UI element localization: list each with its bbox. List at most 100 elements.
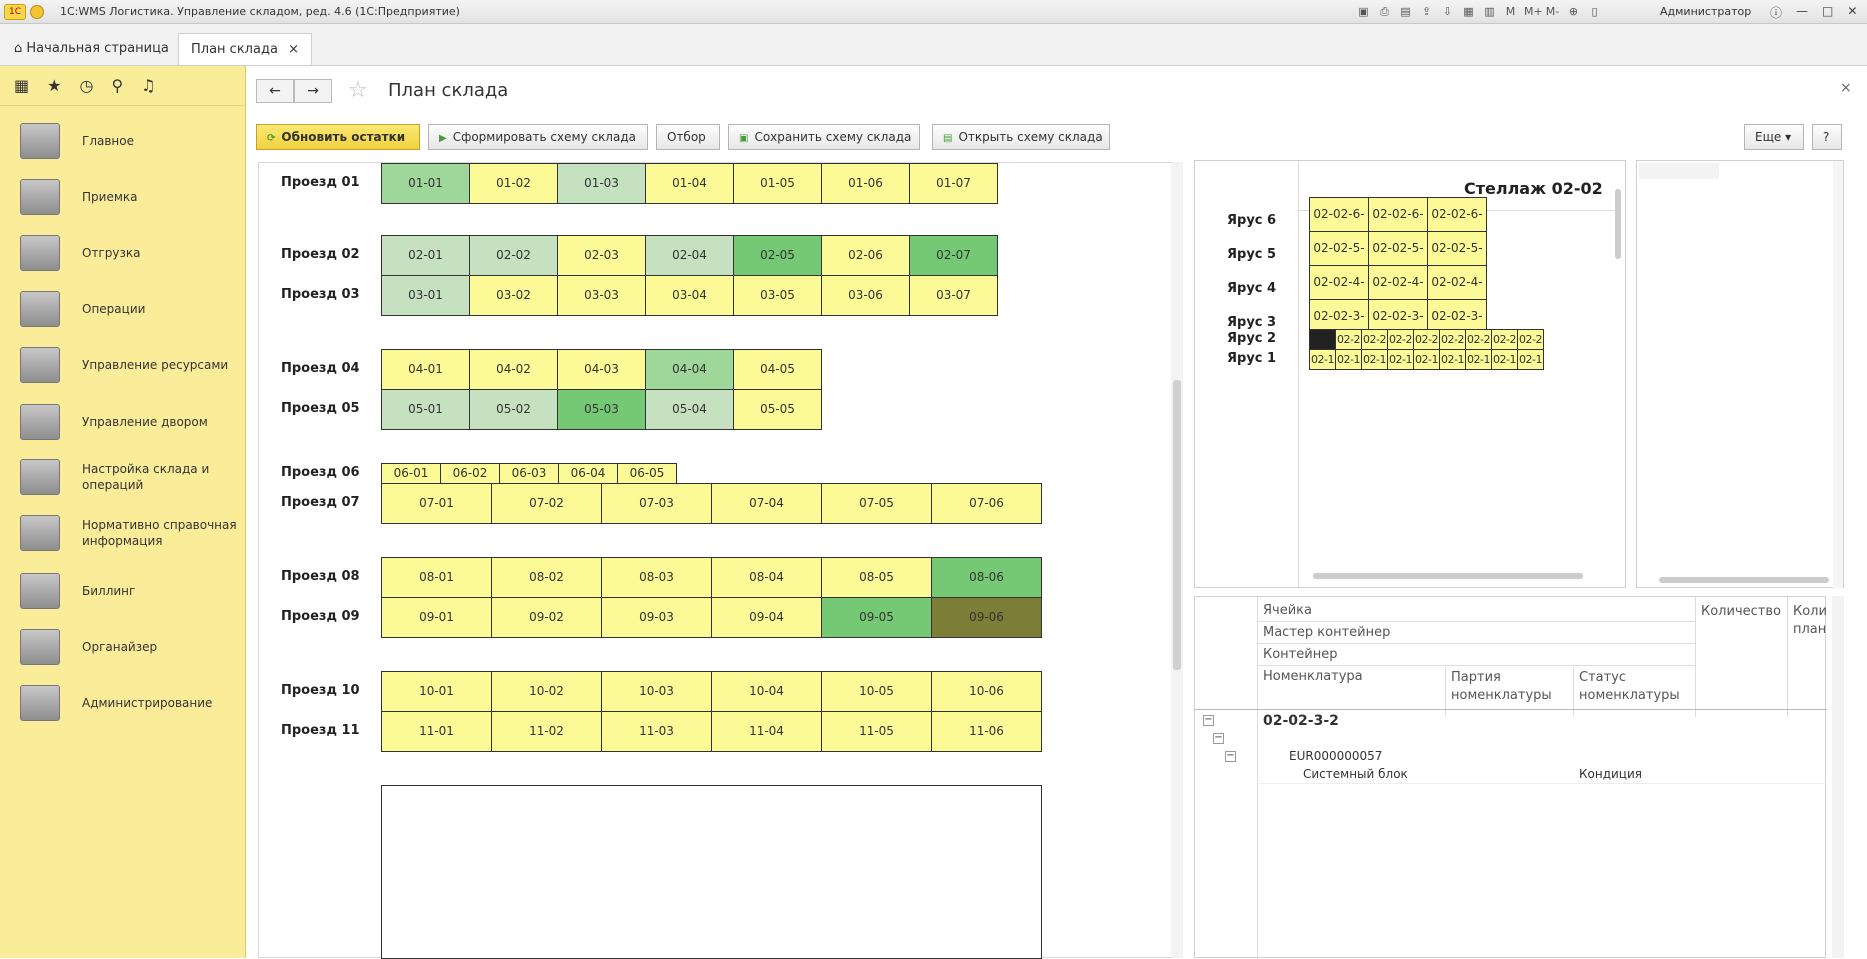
rack-slot[interactable]: 02-2 [1439, 329, 1466, 350]
warehouse-rack-cell[interactable]: 03-04 [645, 275, 734, 316]
help-button[interactable]: ? [1812, 124, 1842, 150]
col-container[interactable]: Контейнер [1263, 647, 1338, 662]
warehouse-rack-cell[interactable]: 02-04 [645, 235, 734, 276]
more-button[interactable]: Еще ▾ [1744, 124, 1804, 150]
warehouse-rack-cell[interactable]: 07-04 [711, 483, 822, 524]
warehouse-rack-cell[interactable]: 02-06 [821, 235, 910, 276]
warehouse-rack-cell[interactable]: 10-05 [821, 671, 932, 712]
sidebar-item-5[interactable]: Управление двором [0, 390, 246, 454]
rack-slot[interactable]: 02-02-6-2 [1368, 197, 1428, 254]
m-plus-icon[interactable]: M+ [1524, 5, 1543, 18]
tab-home[interactable]: ⌂ Начальная страница [2, 33, 181, 65]
preview-icon[interactable]: ▤ [1400, 5, 1411, 18]
download-icon[interactable]: ⇩ [1442, 5, 1453, 18]
m-icon[interactable]: M [1505, 5, 1516, 18]
m-minus-icon[interactable]: M- [1545, 5, 1560, 18]
col-status[interactable]: Статус номенклатуры [1579, 670, 1680, 703]
rack-slot[interactable]: 02-1 [1465, 349, 1492, 370]
warehouse-rack-cell[interactable]: 05-05 [733, 389, 822, 430]
col-quantity[interactable]: Количество [1701, 604, 1781, 619]
maximize-icon[interactable]: □ [1822, 4, 1834, 18]
warehouse-rack-cell[interactable]: 07-06 [931, 483, 1042, 524]
warehouse-rack-cell[interactable]: 02-05 [733, 235, 822, 276]
rack-horizontal-scrollbar[interactable] [1313, 571, 1599, 581]
warehouse-rack-cell[interactable]: 09-06 [931, 597, 1042, 638]
warehouse-rack-cell[interactable]: 09-04 [711, 597, 822, 638]
tab-close-icon[interactable]: × [288, 42, 299, 57]
warehouse-rack-cell[interactable]: 09-02 [491, 597, 602, 638]
warehouse-rack-cell[interactable]: 06-03 [499, 463, 559, 484]
tab-warehouse-plan[interactable]: План склада × [178, 33, 312, 65]
sidebar-item-10[interactable]: Администрирование [0, 671, 246, 735]
warehouse-rack-cell[interactable]: 11-04 [711, 711, 822, 752]
rack-slot[interactable]: 02-1 [1413, 349, 1440, 370]
rack-slot[interactable]: 02-1 [1361, 349, 1388, 370]
notifications-icon[interactable]: ♫ [141, 76, 156, 95]
warehouse-rack-cell[interactable]: 08-05 [821, 557, 932, 598]
build-scheme-button[interactable]: ▶ Сформировать схему склада [428, 124, 648, 150]
warehouse-rack-cell[interactable]: 03-07 [909, 275, 998, 316]
rack-vscroll-thumb[interactable] [1615, 189, 1621, 259]
rack-slot[interactable]: 02-2 [1335, 329, 1362, 350]
rack-slot[interactable]: 02-2 [1491, 329, 1518, 350]
rack-slot[interactable]: 02-1 [1439, 349, 1466, 370]
warehouse-rack-cell[interactable]: 05-02 [469, 389, 558, 430]
warehouse-rack-cell[interactable]: 01-05 [733, 163, 822, 204]
rack-slot[interactable]: 02-1 [1491, 349, 1518, 370]
close-window-icon[interactable]: ✕ [1847, 4, 1858, 18]
warehouse-rack-cell[interactable]: 09-05 [821, 597, 932, 638]
sidebar-item-8[interactable]: Биллинг [0, 559, 246, 623]
refresh-stock-button[interactable]: ⟳ Обновить остатки [256, 124, 420, 150]
calendar-icon[interactable]: ▦ [1463, 5, 1474, 18]
warehouse-rack-cell[interactable]: 06-04 [558, 463, 618, 484]
zoom-icon[interactable]: ⊕ [1568, 5, 1579, 18]
warehouse-rack-cell[interactable]: 02-01 [381, 235, 470, 276]
back-button[interactable]: ← [256, 79, 294, 103]
sidebar-item-0[interactable]: Главное [0, 109, 246, 173]
warehouse-rack-cell[interactable]: 03-05 [733, 275, 822, 316]
rack-slot[interactable]: 02-02-4-1 [1309, 265, 1369, 322]
rack-slot[interactable]: 02-1 [1387, 349, 1414, 370]
rack-slot[interactable]: 02-02-3-3 [1427, 299, 1487, 356]
row-container-value[interactable]: EUR000000057 [1289, 749, 1383, 763]
warehouse-rack-cell[interactable]: 04-01 [381, 349, 470, 390]
rack-slot[interactable]: 02-02-4-3 [1427, 265, 1487, 322]
warehouse-rack-cell[interactable]: 02-02 [469, 235, 558, 276]
warehouse-rack-cell[interactable]: 06-01 [381, 463, 441, 484]
warehouse-rack-cell[interactable]: 03-03 [557, 275, 646, 316]
warehouse-rack-cell[interactable]: 10-01 [381, 671, 492, 712]
row-cell-value[interactable]: 02-02-3-2 [1263, 713, 1339, 729]
col-quantity-plan[interactable]: Количество план п [1793, 604, 1827, 643]
warehouse-rack-cell[interactable]: 06-05 [617, 463, 677, 484]
rack-slot[interactable]: 02-02-5-3 [1427, 231, 1487, 288]
sidebar-item-9[interactable]: Органайзер [0, 615, 246, 679]
rack-slot[interactable]: 02-2 [1465, 329, 1492, 350]
warehouse-rack-cell[interactable]: 05-04 [645, 389, 734, 430]
preview-vscroll[interactable] [1833, 161, 1843, 589]
rack-slot[interactable]: 02-02-6-1 [1309, 197, 1369, 254]
info-icon[interactable]: ⓘ [1770, 6, 1783, 20]
sidebar-item-4[interactable]: Управление ресурсами [0, 333, 246, 397]
favorite-star-icon[interactable]: ☆ [348, 78, 368, 103]
warehouse-rack-cell[interactable]: 11-03 [601, 711, 712, 752]
rack-slot[interactable]: 02-02-6-3 [1427, 197, 1487, 254]
warehouse-rack-cell[interactable]: 11-05 [821, 711, 932, 752]
close-form-icon[interactable]: × [1840, 80, 1852, 96]
rack-slot[interactable]: 02-02-4-2 [1368, 265, 1428, 322]
rack-hscroll-thumb[interactable] [1313, 573, 1583, 579]
rack-slot[interactable] [1309, 329, 1336, 350]
warehouse-rack-cell[interactable]: 03-02 [469, 275, 558, 316]
warehouse-rack-cell[interactable]: 08-06 [931, 557, 1042, 598]
rack-vertical-scrollbar[interactable] [1613, 179, 1623, 571]
minimize-icon[interactable]: — [1796, 4, 1809, 18]
sidebar-item-3[interactable]: Операции [0, 277, 246, 341]
row-item-value[interactable]: Системный блок [1303, 767, 1408, 781]
col-master-container[interactable]: Мастер контейнер [1263, 625, 1391, 640]
col-nomenclature[interactable]: Номенклатура [1263, 669, 1363, 684]
warehouse-rack-cell[interactable]: 11-02 [491, 711, 602, 752]
warehouse-rack-cell[interactable]: 04-03 [557, 349, 646, 390]
warehouse-rack-cell[interactable]: 02-07 [909, 235, 998, 276]
warehouse-rack-cell[interactable]: 10-04 [711, 671, 822, 712]
warehouse-rack-cell[interactable]: 11-06 [931, 711, 1042, 752]
print-icon[interactable]: ⎙ [1380, 5, 1389, 18]
